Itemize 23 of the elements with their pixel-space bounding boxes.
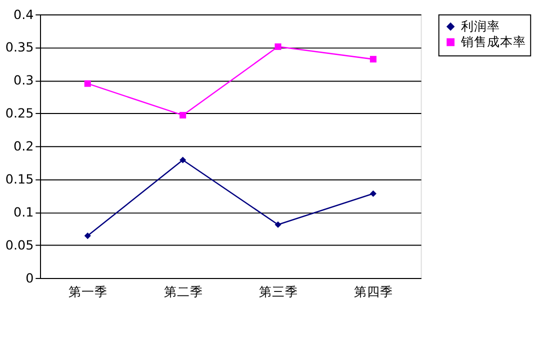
point	[84, 232, 91, 240]
y-tick-label: 0.2	[13, 138, 34, 154]
point	[370, 56, 376, 62]
point	[370, 190, 376, 197]
y-tick-label: 0.1	[13, 204, 34, 220]
y-tick-label: 0.15	[5, 172, 34, 187]
y-tick-label: 0.25	[5, 106, 34, 121]
x-tick-label: 第三季	[258, 284, 298, 300]
y-tick-label: 0.4	[13, 6, 34, 22]
point	[274, 43, 282, 50]
y-tick-label: 0	[26, 270, 34, 286]
y-tick-label: 0.05	[5, 237, 34, 252]
point	[274, 221, 282, 228]
y-tick-label: 0.3	[13, 72, 34, 88]
x-tick-label: 第一季	[68, 284, 108, 300]
legend-label: 销售成本率	[460, 34, 526, 50]
legend-label: 利润率	[460, 18, 500, 34]
y-tick-label: 0.35	[5, 40, 34, 55]
point	[180, 156, 186, 164]
point	[180, 112, 186, 118]
x-tick-label: 第四季	[354, 284, 394, 300]
point	[84, 80, 91, 87]
x-tick-label: 第二季	[164, 284, 203, 300]
